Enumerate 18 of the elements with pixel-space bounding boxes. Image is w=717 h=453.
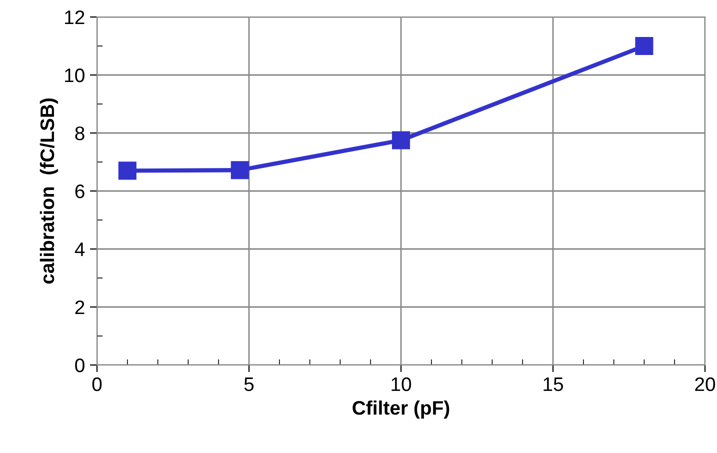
y-tick-label: 10 bbox=[65, 68, 84, 82]
y-tick-label: 0 bbox=[75, 358, 84, 372]
x-tick-label: 10 bbox=[392, 377, 412, 392]
point bbox=[230, 161, 249, 180]
point bbox=[635, 36, 654, 56]
y-tick-label: 8 bbox=[75, 126, 84, 140]
point bbox=[118, 162, 136, 180]
y-tick-label: 2 bbox=[75, 300, 84, 314]
x-tick-label: 5 bbox=[244, 378, 254, 392]
y-tick-label: 6 bbox=[75, 184, 84, 198]
y-tick-label: 12 bbox=[65, 10, 84, 24]
point bbox=[392, 131, 410, 150]
y-tick-label: 4 bbox=[74, 242, 85, 256]
x-tick-label: 0 bbox=[92, 377, 102, 392]
x-tick-label: 15 bbox=[544, 378, 563, 392]
y-axis-title: calibration (fC/LSB) bbox=[40, 98, 58, 284]
x-axis-title: Cfilter (pF) bbox=[352, 400, 450, 419]
x-tick-label: 20 bbox=[695, 377, 716, 392]
